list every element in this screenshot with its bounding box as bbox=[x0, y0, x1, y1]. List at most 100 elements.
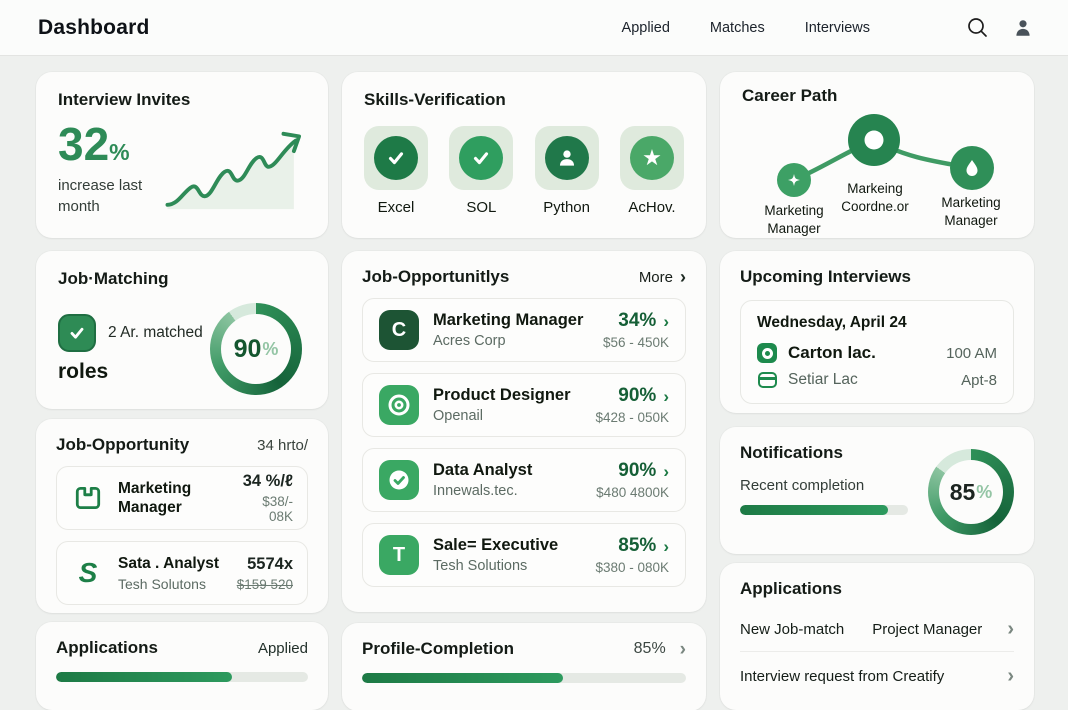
match-donut-chart: 90 % bbox=[210, 303, 302, 395]
job-opportunity-meta: 34 hrto/ bbox=[257, 436, 308, 454]
job-salary: $480 4800K bbox=[596, 485, 669, 500]
more-link[interactable]: More › bbox=[638, 267, 686, 287]
chevron-right-icon: › bbox=[663, 461, 669, 481]
job-row[interactable]: Product Designer Openail 90% › $428 - 050… bbox=[362, 373, 686, 437]
job-title: Marketing Manager bbox=[433, 311, 584, 329]
appointment-name: Carton lac. bbox=[788, 343, 876, 362]
job-company: Openail bbox=[433, 408, 483, 424]
job-opportunity-card: Job-Opportunity 34 hrto/ Marketing Manag… bbox=[36, 419, 328, 613]
header: Dashboard Applied Matches Interviews bbox=[0, 0, 1068, 56]
job-company: Tesh Solutons bbox=[118, 575, 206, 592]
appointment-date: Wednesday, April 24 bbox=[757, 314, 907, 331]
chevron-right-icon: › bbox=[1007, 618, 1014, 640]
completion-donut-value: 85 bbox=[949, 478, 976, 505]
applications-card-left: Applications Applied bbox=[36, 622, 328, 710]
job-title: Sata . Analyst bbox=[118, 555, 220, 573]
chevron-right-icon: › bbox=[663, 386, 669, 406]
notifications-progress-bar bbox=[740, 505, 908, 515]
application-value: Project Manager bbox=[872, 620, 983, 638]
trend-sparkline-chart bbox=[165, 131, 302, 210]
chevron-right-icon: › bbox=[680, 267, 686, 287]
s-swirl-icon: S bbox=[78, 557, 98, 588]
ring-icon bbox=[864, 130, 884, 150]
job-match-percent: 90% bbox=[618, 460, 657, 481]
matched-count-text: 2 Ar. matched bbox=[108, 324, 203, 341]
job-match-percent: 34% bbox=[618, 310, 657, 331]
dashboard-grid: Interview Invites 32% increase last mont… bbox=[0, 56, 1068, 710]
notifications-caption: Recent completion bbox=[740, 477, 865, 494]
job-company: Tesh Solutions bbox=[433, 558, 528, 574]
invite-increase-stat: 32% bbox=[58, 118, 130, 170]
skill-label: SOL bbox=[466, 199, 497, 216]
skill-label: Excel bbox=[377, 199, 415, 216]
profile-completion-card: Profile-Completion 85% › bbox=[342, 623, 706, 710]
company-logo-t: T bbox=[379, 535, 419, 575]
appointment-time: 100 AM bbox=[946, 344, 997, 362]
career-path-card: Career Path Markeing Coordne.or Marketin… bbox=[720, 72, 1034, 238]
job-opportunity-row[interactable]: S Sata . Analyst Tesh Solutons 5574x $15… bbox=[56, 541, 308, 605]
career-node-label: Marketing Manager bbox=[941, 195, 1001, 228]
upcoming-interviews-title: Upcoming Interviews bbox=[740, 267, 911, 286]
job-title: Data Analyst bbox=[433, 461, 533, 479]
check-badge-icon bbox=[58, 314, 96, 352]
applications-progress-bar bbox=[56, 672, 308, 682]
job-match-percent: 90% bbox=[618, 385, 657, 406]
interview-invites-title: Interview Invites bbox=[58, 90, 191, 109]
notifications-card: Notifications Recent completion 85 % bbox=[720, 427, 1034, 554]
company-logo-swirl bbox=[379, 385, 419, 425]
job-salary: $428 - 050K bbox=[595, 410, 669, 425]
career-path-diagram: Markeing Coordne.or Marketing Manager Ma… bbox=[742, 108, 1012, 236]
job-row[interactable]: C Marketing Manager Acres Corp 34% › $56 … bbox=[362, 298, 686, 362]
job-salary: $56 - 450K bbox=[602, 335, 669, 350]
search-icon[interactable] bbox=[966, 16, 990, 40]
profile-progress-bar bbox=[362, 673, 686, 683]
company-logo-check bbox=[379, 460, 419, 500]
job-value: 5574x bbox=[247, 554, 293, 573]
sparkle-icon bbox=[788, 174, 800, 186]
interview-invites-card: Interview Invites 32% increase last mont… bbox=[36, 72, 328, 238]
nav-matches[interactable]: Matches bbox=[709, 19, 765, 36]
job-row[interactable]: Data Analyst Innewals.tec. 90% › $480 480… bbox=[362, 448, 686, 512]
job-match-percent: 85% bbox=[618, 535, 657, 556]
company-logo-c: C bbox=[379, 310, 419, 350]
job-company: Acres Corp bbox=[433, 333, 506, 349]
career-path-title: Career Path bbox=[742, 86, 838, 105]
job-salary: $159 520 bbox=[236, 576, 293, 592]
job-row[interactable]: T Sale= Executive Tesh Solutions 85% › $3… bbox=[362, 523, 686, 587]
job-title: Sale= Executive bbox=[433, 536, 559, 554]
check-circle-icon bbox=[459, 136, 504, 180]
appointment-row[interactable]: Carton lac. 100 AM bbox=[757, 343, 997, 363]
applications-title: Applications bbox=[56, 638, 159, 657]
invite-increase-caption: increase last month bbox=[58, 177, 143, 215]
page-title: Dashboard bbox=[38, 15, 150, 39]
skills-verification-title: Skills-Verification bbox=[364, 90, 506, 109]
job-title: Product Designer bbox=[433, 386, 571, 404]
job-opportunity-row[interactable]: Marketing Manager 34 %/ℓ $38/- 08K bbox=[56, 466, 308, 530]
job-title: Marketing Manager bbox=[118, 479, 192, 516]
job-opportunities-card: Job-Opportunitlys More › C Marketing Mana… bbox=[342, 251, 706, 612]
skill-tile-excel[interactable]: Excel bbox=[364, 126, 428, 216]
top-nav: Applied Matches Interviews bbox=[622, 20, 870, 36]
appointment-name: Setiar Lac bbox=[788, 371, 858, 388]
check-circle-icon bbox=[374, 136, 418, 180]
nav-applied[interactable]: Applied bbox=[621, 19, 670, 36]
application-row[interactable]: Interview request from Creatify › bbox=[740, 651, 1014, 698]
skill-tile-sol[interactable]: SOL bbox=[449, 126, 514, 216]
skill-label: Python bbox=[543, 199, 590, 216]
skills-verification-card: Skills-Verification Excel SOL bbox=[342, 72, 706, 238]
user-avatar-icon[interactable] bbox=[1012, 17, 1034, 39]
appointment-row[interactable]: Setiar Lac Apt-8 bbox=[757, 370, 997, 390]
nav-interviews[interactable]: Interviews bbox=[804, 19, 870, 36]
job-company: Innewals.tec. bbox=[433, 483, 518, 499]
person-circle-icon bbox=[544, 136, 589, 180]
record-icon bbox=[757, 343, 777, 363]
completion-donut-chart: 85 % bbox=[928, 449, 1014, 535]
application-row[interactable]: New Job-match Project Manager › bbox=[740, 605, 1014, 651]
appointment-box: Wednesday, April 24 Carton lac. 100 AM S… bbox=[740, 300, 1014, 404]
skill-tile-python[interactable]: Python bbox=[534, 126, 599, 216]
applied-label: Applied bbox=[257, 639, 308, 657]
bag-icon bbox=[71, 481, 105, 515]
chevron-right-icon[interactable]: › bbox=[679, 638, 686, 660]
skill-tile-achov[interactable]: ★ AcHov. bbox=[619, 126, 684, 216]
star-circle-icon: ★ bbox=[629, 136, 674, 180]
